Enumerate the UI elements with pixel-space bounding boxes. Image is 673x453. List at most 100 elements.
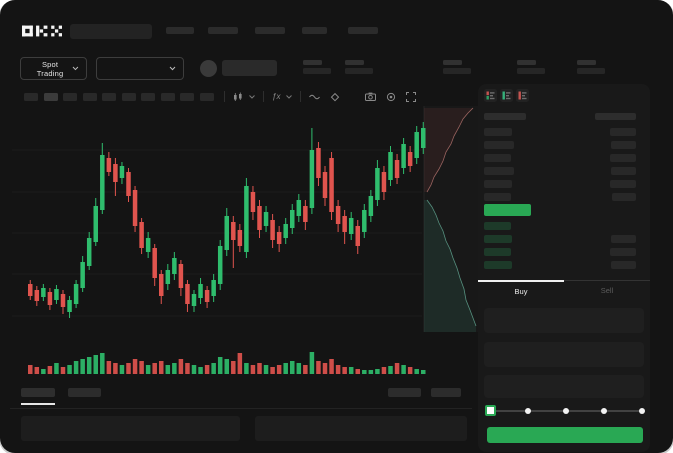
timeframe-placeholder[interactable] xyxy=(180,92,194,101)
slider-stop[interactable] xyxy=(525,408,531,414)
coin-icon xyxy=(200,60,217,77)
bid-amount-placeholder xyxy=(611,235,636,243)
slider-stop[interactable] xyxy=(563,408,569,414)
ask-amount-placeholder xyxy=(612,193,636,201)
ticker-stat xyxy=(517,60,547,74)
slider-handle[interactable] xyxy=(485,405,496,416)
fullscreen-icon[interactable] xyxy=(406,91,417,102)
settings-icon[interactable] xyxy=(386,92,396,102)
bid-amount-placeholder xyxy=(610,248,636,256)
timeframe-placeholder[interactable] xyxy=(160,92,175,101)
last-price-bar[interactable] xyxy=(484,204,531,216)
combined-book-view-icon[interactable] xyxy=(484,89,497,102)
bottom-tab-placeholder[interactable] xyxy=(68,388,101,397)
orderbook-bid-row[interactable] xyxy=(484,261,636,274)
ticker-stat xyxy=(345,60,375,74)
nav-item-placeholder[interactable] xyxy=(208,27,238,34)
orderbook-bid-row[interactable] xyxy=(484,222,636,235)
line-tool-icon[interactable] xyxy=(309,93,321,101)
timeframe-placeholder[interactable] xyxy=(141,92,155,101)
chart-toolbar: ƒx xyxy=(24,90,419,103)
ticker-stat xyxy=(443,60,473,74)
orderbook-ask-row[interactable] xyxy=(484,180,636,193)
market-type-dropdown[interactable]: Spot Trading xyxy=(20,57,87,80)
total-input-placeholder[interactable] xyxy=(484,375,644,398)
amount-slider[interactable] xyxy=(485,405,645,417)
ask-amount-placeholder xyxy=(611,167,636,175)
timeframe-placeholder[interactable] xyxy=(24,92,38,101)
bottom-tab-active-placeholder[interactable] xyxy=(21,388,55,397)
toolbar-divider xyxy=(300,91,302,102)
bottom-tab-active-underline xyxy=(21,403,55,405)
timeframe-placeholder[interactable] xyxy=(82,92,97,101)
orderbook-ask-row[interactable] xyxy=(484,167,636,180)
orderbook-bid-row[interactable] xyxy=(484,248,636,261)
tab-sell[interactable]: Sell xyxy=(564,280,650,300)
orderbook-bids xyxy=(484,222,636,274)
timeframe-placeholder[interactable] xyxy=(102,92,116,101)
search-placeholder[interactable] xyxy=(70,24,152,39)
timeframe-placeholder[interactable] xyxy=(199,92,214,101)
ask-price-placeholder xyxy=(484,128,512,136)
okx-logo-icon xyxy=(22,25,62,37)
asks-only-view-icon[interactable] xyxy=(516,89,529,102)
nav-item-placeholder[interactable] xyxy=(166,27,194,34)
chevron-down-icon[interactable] xyxy=(249,94,255,99)
slider-stop[interactable] xyxy=(639,408,645,414)
market-type-label: Spot Trading xyxy=(36,59,64,78)
orderbook-ask-row[interactable] xyxy=(484,128,636,141)
chevron-down-icon xyxy=(169,66,176,71)
bids-only-view-icon[interactable] xyxy=(500,89,513,102)
ask-amount-placeholder xyxy=(610,180,636,188)
slider-stop[interactable] xyxy=(601,408,607,414)
timeframe-placeholder-selected[interactable] xyxy=(43,92,58,101)
pair-select-dropdown[interactable] xyxy=(96,57,184,80)
indicators-fx-icon[interactable]: ƒx xyxy=(272,92,281,101)
bottom-divider xyxy=(10,408,472,409)
ask-amount-placeholder xyxy=(610,128,636,136)
timeframe-placeholder[interactable] xyxy=(63,92,77,101)
orderbook-bid-row[interactable] xyxy=(484,235,636,248)
bid-price-placeholder xyxy=(484,235,512,243)
ask-price-placeholder xyxy=(484,141,514,149)
chevron-down-icon[interactable] xyxy=(286,94,293,99)
amount-input-placeholder[interactable] xyxy=(484,342,644,367)
bottom-action-placeholder[interactable] xyxy=(388,388,421,397)
ticker-stat xyxy=(303,60,333,74)
orderbook-ask-row[interactable] xyxy=(484,141,636,154)
tab-sell-label: Sell xyxy=(600,286,614,295)
candle-style-icon[interactable] xyxy=(233,92,243,102)
draw-tool-icon[interactable] xyxy=(330,92,340,102)
toolbar-divider xyxy=(263,91,264,102)
pair-name-placeholder xyxy=(222,60,277,76)
timeframe-placeholder[interactable] xyxy=(121,92,136,101)
bottom-action-placeholder[interactable] xyxy=(431,388,461,397)
orderbook-ask-row[interactable] xyxy=(484,193,636,206)
tab-buy[interactable]: Buy xyxy=(478,280,564,300)
tab-buy-label: Buy xyxy=(514,286,528,296)
nav-item-placeholder[interactable] xyxy=(302,27,327,34)
buy-sell-tabs: Buy Sell xyxy=(478,280,650,300)
ticker-stat xyxy=(577,60,607,74)
ask-price-placeholder xyxy=(484,167,514,175)
ask-price-placeholder xyxy=(484,154,511,162)
chevron-down-icon xyxy=(72,66,79,71)
orderbook-asks xyxy=(484,128,636,206)
ask-price-placeholder xyxy=(484,193,511,201)
bid-price-placeholder xyxy=(484,261,512,269)
orderbook-ask-row[interactable] xyxy=(484,154,636,167)
orderbook-trade-panel: Buy Sell xyxy=(478,84,650,452)
orderbook-price-header-placeholder xyxy=(484,113,526,120)
bid-price-placeholder xyxy=(484,222,511,230)
bottom-content-placeholder xyxy=(21,416,240,441)
camera-icon[interactable] xyxy=(365,92,377,101)
ask-amount-placeholder xyxy=(610,154,636,162)
toolbar-divider xyxy=(224,91,225,102)
bid-amount-placeholder xyxy=(611,261,636,269)
price-input-placeholder[interactable] xyxy=(484,308,644,333)
orderbook-amount-header-placeholder xyxy=(595,113,636,120)
nav-item-placeholder[interactable] xyxy=(348,27,378,34)
buy-submit-button[interactable] xyxy=(487,427,643,443)
nav-item-placeholder[interactable] xyxy=(255,27,285,34)
